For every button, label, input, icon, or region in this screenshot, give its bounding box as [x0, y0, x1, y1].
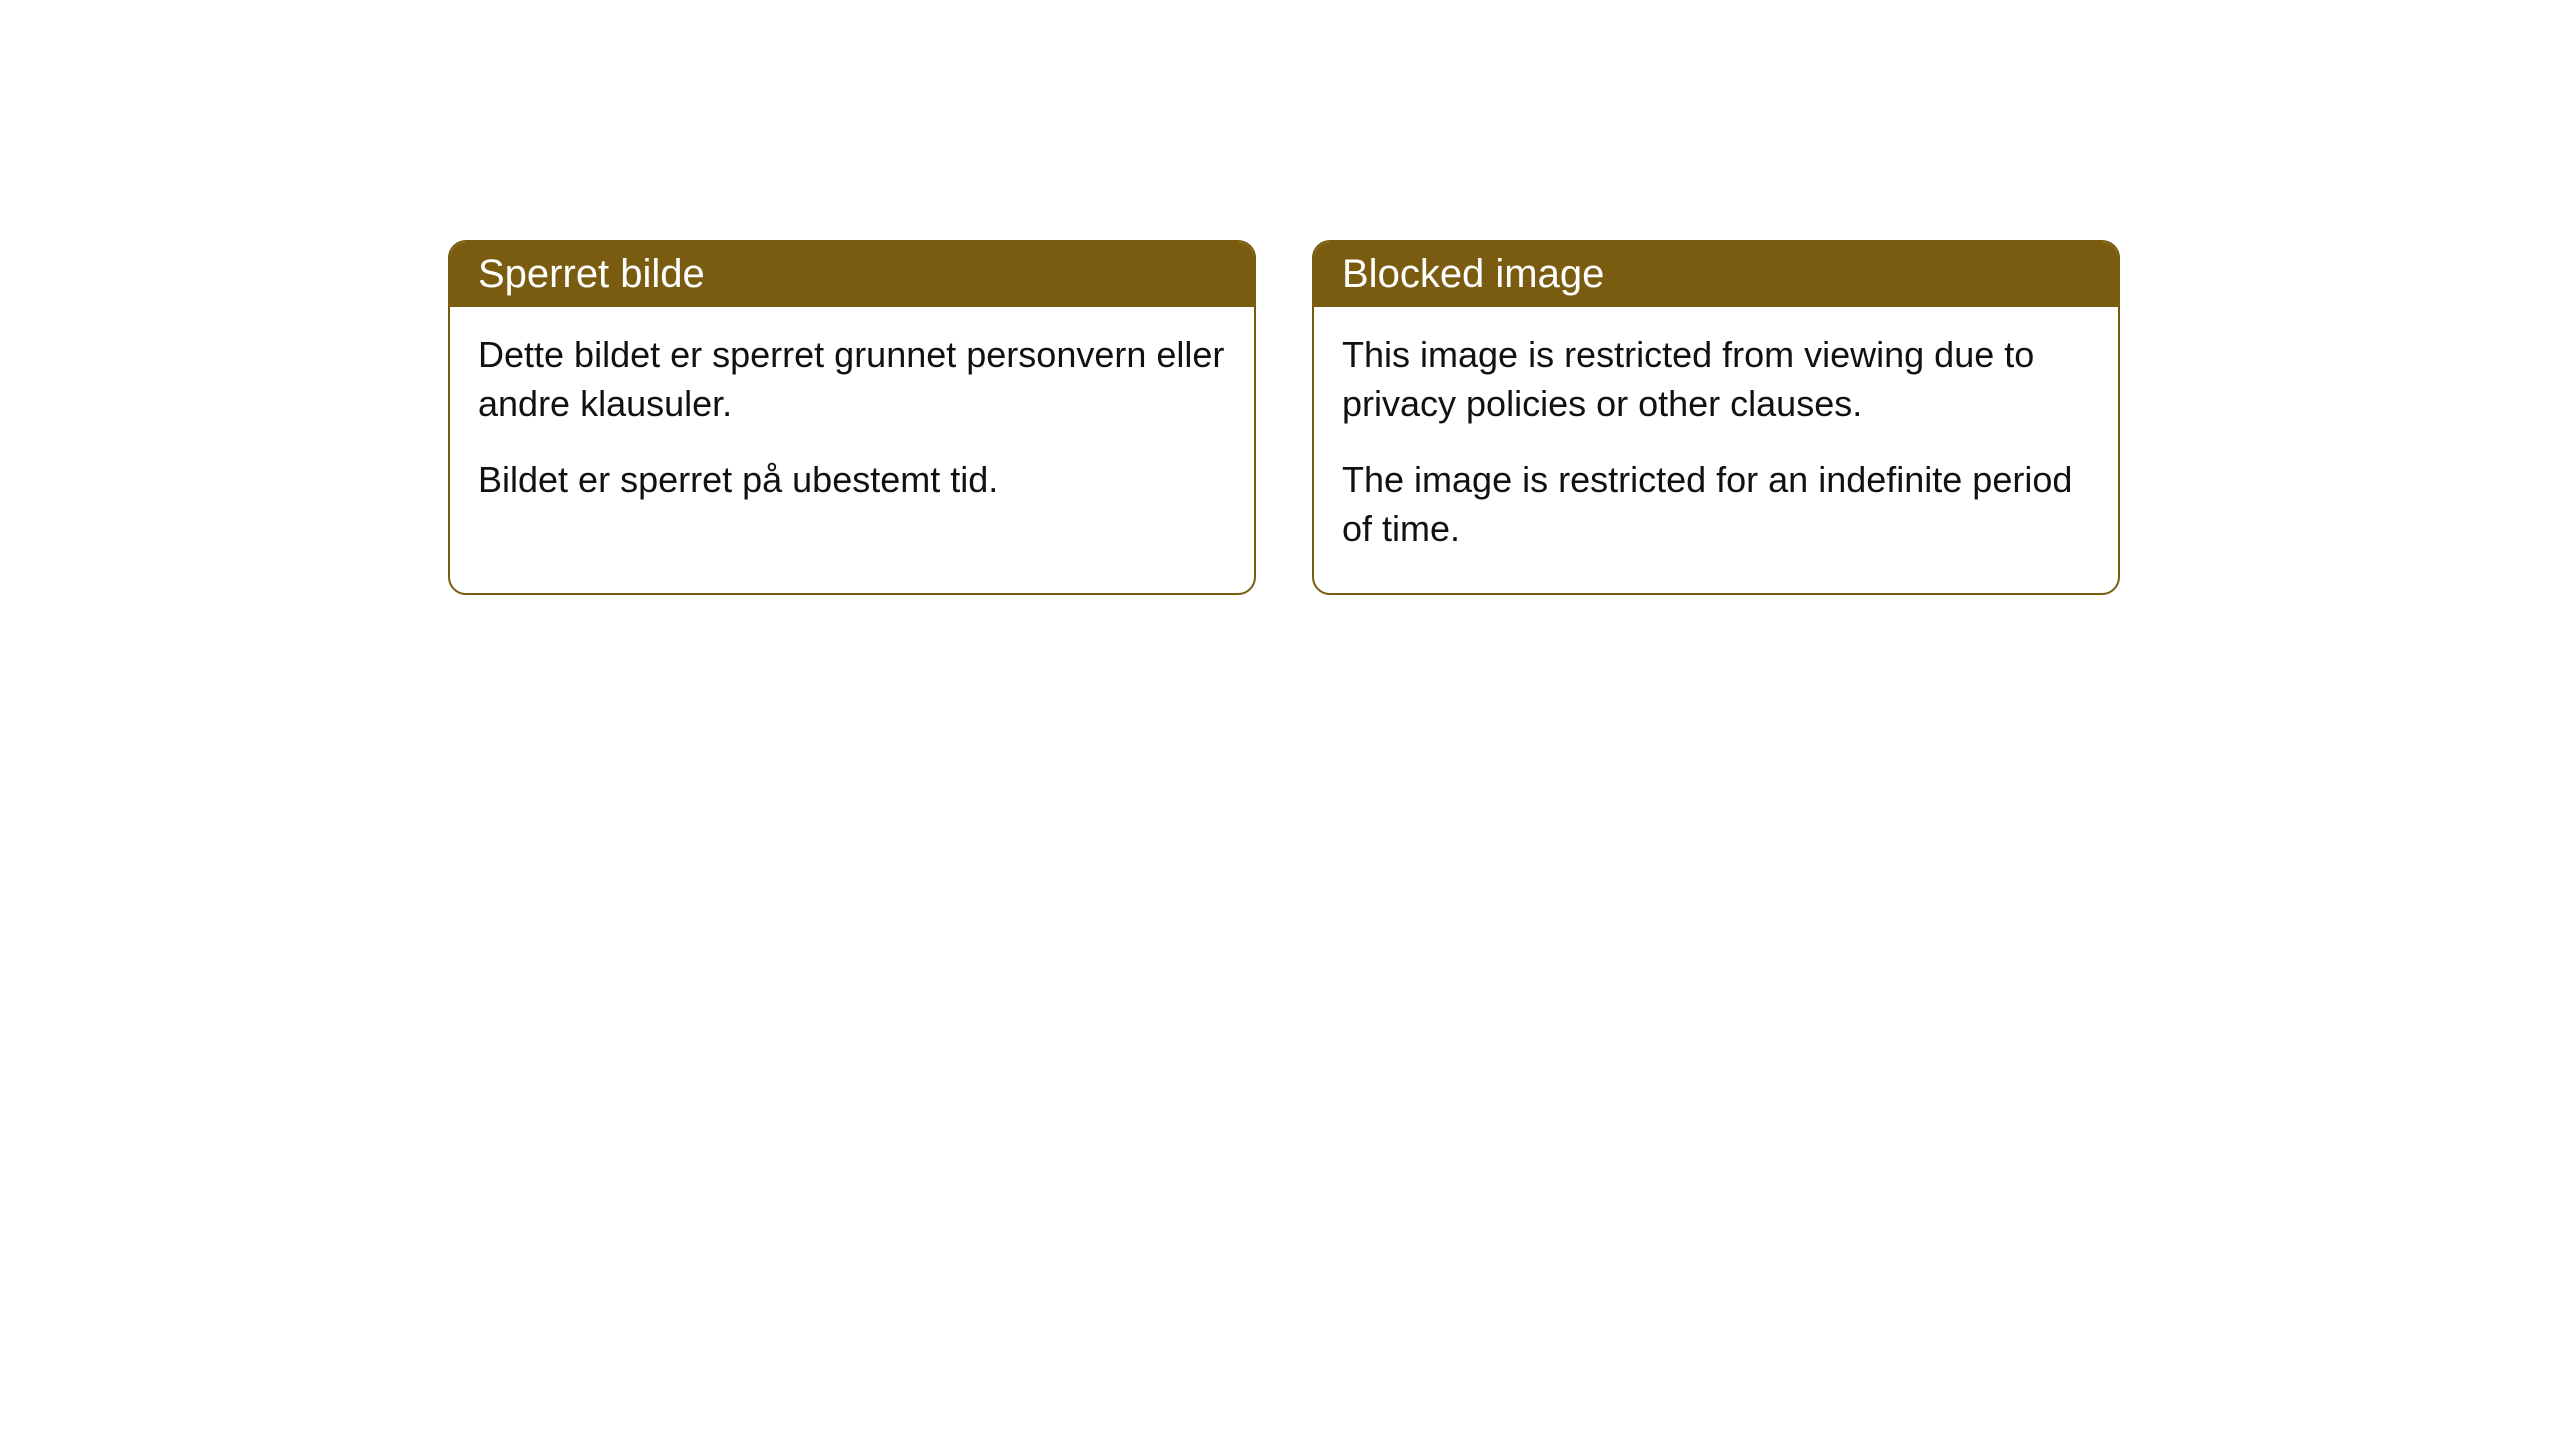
- card-paragraph: The image is restricted for an indefinit…: [1342, 456, 2090, 553]
- notice-card-norwegian: Sperret bilde Dette bildet er sperret gr…: [448, 240, 1256, 595]
- card-body: This image is restricted from viewing du…: [1314, 307, 2118, 593]
- card-body: Dette bildet er sperret grunnet personve…: [450, 307, 1254, 545]
- card-title: Sperret bilde: [478, 252, 705, 296]
- notice-cards-container: Sperret bilde Dette bildet er sperret gr…: [448, 240, 2120, 595]
- card-title: Blocked image: [1342, 252, 1604, 296]
- card-header: Sperret bilde: [450, 242, 1254, 307]
- notice-card-english: Blocked image This image is restricted f…: [1312, 240, 2120, 595]
- card-paragraph: Bildet er sperret på ubestemt tid.: [478, 456, 1226, 505]
- card-header: Blocked image: [1314, 242, 2118, 307]
- card-paragraph: This image is restricted from viewing du…: [1342, 331, 2090, 428]
- card-paragraph: Dette bildet er sperret grunnet personve…: [478, 331, 1226, 428]
